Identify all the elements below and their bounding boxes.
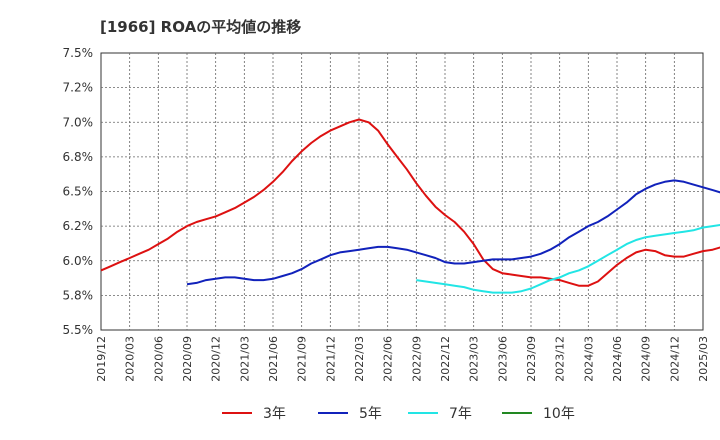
y-tick-label: 6.2% — [63, 219, 94, 233]
x-tick-label: 2022/06 — [382, 336, 395, 382]
series-lines — [100, 118, 720, 294]
series-line — [416, 223, 720, 294]
x-tick-label: 2019/12 — [95, 336, 108, 382]
series-line — [186, 179, 720, 286]
legend: 3年 5年 7年 10年 — [222, 406, 575, 422]
x-tick-label: 2021/03 — [238, 336, 251, 382]
x-tick-label: 2020/12 — [210, 336, 223, 382]
x-tick-label: 2023/12 — [554, 336, 567, 382]
legend-label: 3年 — [263, 406, 286, 422]
y-tick-label: 7.2% — [63, 81, 94, 95]
x-tick-label: 2024/03 — [582, 336, 595, 382]
y-tick-label: 6.8% — [63, 150, 94, 164]
y-tick-label: 5.5% — [63, 323, 94, 337]
x-tick-label: 2021/06 — [267, 336, 280, 382]
y-tick-label: 7.0% — [63, 115, 94, 129]
x-tick-label: 2023/09 — [525, 336, 538, 382]
x-tick-label: 2021/12 — [324, 336, 337, 382]
y-tick-label: 6.0% — [63, 254, 94, 268]
legend-label: 10年 — [543, 406, 575, 422]
y-axis-ticks: 7.5% 7.2% 7.0% 6.8% 6.5% 6.2% 6.0% 5.8% 5.5% — [63, 46, 94, 337]
legend-label: 5年 — [359, 406, 382, 422]
legend-label: 7年 — [449, 406, 472, 422]
y-tick-label: 5.8% — [63, 288, 94, 302]
grid-lines — [101, 53, 703, 330]
x-axis-ticks: 2019/12 2020/03 2020/06 2020/09 2020/12 2021/… — [95, 336, 710, 382]
x-tick-label: 2020/03 — [124, 336, 137, 382]
chart-title: [1966] ROAの平均値の推移 — [100, 18, 301, 36]
x-tick-label: 2024/12 — [668, 336, 681, 382]
x-tick-label: 2024/09 — [640, 336, 653, 382]
x-tick-label: 2024/06 — [611, 336, 624, 382]
x-tick-label: 2025/03 — [697, 336, 710, 382]
x-tick-label: 2021/09 — [296, 336, 309, 382]
y-tick-label: 7.5% — [63, 46, 94, 60]
x-tick-label: 2020/09 — [181, 336, 194, 382]
x-tick-label: 2022/03 — [353, 336, 366, 382]
x-tick-label: 2023/06 — [496, 336, 509, 382]
series-line — [100, 118, 720, 287]
x-tick-label: 2020/06 — [152, 336, 165, 382]
x-tick-label: 2022/12 — [439, 336, 452, 382]
x-tick-label: 2023/03 — [468, 336, 481, 382]
x-tick-label: 2022/09 — [410, 336, 423, 382]
y-tick-label: 6.5% — [63, 185, 94, 199]
